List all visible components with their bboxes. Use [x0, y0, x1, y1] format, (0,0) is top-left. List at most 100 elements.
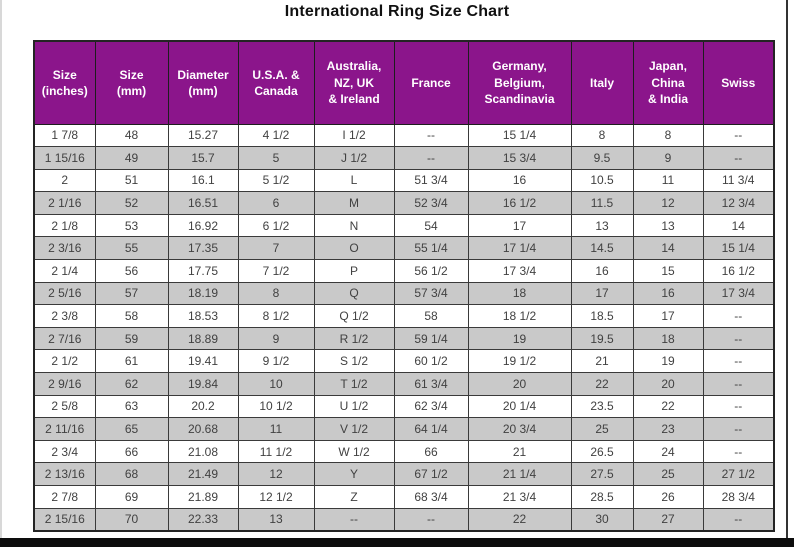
table-cell: 13 [570, 213, 634, 238]
table-cell: 27.5 [570, 462, 634, 486]
table-cell: 17 1/4 [467, 236, 572, 261]
table-cell: 55 [94, 236, 169, 261]
table-row: 2 9/16 62 19.84 10 T 1/2 61 3/4 20 22 20 -- [33, 372, 775, 396]
table-cell: -- [702, 123, 775, 148]
table-cell: 16.51 [167, 191, 239, 215]
table-row: 2 3/16 55 17.35 7 O 55 1/4 17 1/4 14.5 14 15 1/4 [33, 236, 775, 261]
table-cell: 16 [467, 168, 572, 193]
table-cell: -- [393, 146, 469, 170]
table-cell: 14.5 [570, 236, 634, 261]
header-row: Size (inches) Size (mm) Diameter (mm) U.S.A… [33, 40, 775, 125]
table-cell: 18 1/2 [467, 304, 572, 328]
header-cell: Japan, China & India [632, 40, 704, 125]
table-row: 2 1/2 61 19.41 9 1/2 S 1/2 60 1/2 19 1/2 21 19 -- [33, 349, 775, 374]
table-cell: 17 [467, 213, 572, 238]
table-cell: 16 1/2 [467, 191, 572, 215]
table-cell: 53 [94, 213, 169, 238]
table-cell: -- [313, 507, 395, 532]
table-cell: 65 [94, 417, 169, 441]
table-cell: 21 [467, 439, 572, 464]
table-cell: 2 3/16 [33, 236, 96, 261]
table-cell: 67 1/2 [393, 462, 469, 486]
table-cell: 56 1/2 [393, 259, 469, 283]
table-cell: 51 3/4 [393, 168, 469, 193]
table-cell: 16 1/2 [702, 259, 775, 283]
table-cell: 23.5 [570, 394, 634, 419]
table-cell: 62 [94, 372, 169, 396]
table-cell: -- [702, 394, 775, 419]
table-cell: 4 1/2 [237, 123, 315, 148]
table-cell: 18.53 [167, 304, 239, 328]
table-cell: M [313, 191, 395, 215]
table-cell: 21 1/4 [467, 462, 572, 486]
table-cell: 16 [632, 281, 704, 306]
table-cell: 2 5/8 [33, 394, 96, 419]
table-cell: 64 1/4 [393, 417, 469, 441]
table-cell: -- [702, 146, 775, 170]
table-cell: R 1/2 [313, 326, 395, 351]
table-cell: 68 3/4 [393, 485, 469, 509]
table-row: 2 15/16 70 22.33 13 -- -- 22 30 27 -- [33, 507, 775, 532]
table-cell: 9.5 [570, 146, 634, 170]
table-body: 1 7/8 48 15.27 4 1/2 I 1/2 -- 15 1/4 8 8 -- 1 15/1… [33, 123, 775, 532]
page-title: International Ring Size Chart [284, 3, 510, 20]
header-cell: Australia, NZ, UK & Ireland [313, 40, 395, 125]
table-cell: 66 [393, 439, 469, 464]
left-edge-line [0, 0, 2, 538]
table-cell: 8 [237, 281, 315, 306]
table-row: 2 51 16.1 5 1/2 L 51 3/4 16 10.5 11 11 3/4 [33, 168, 775, 193]
table-cell: 19 [632, 349, 704, 374]
table-cell: 21 3/4 [467, 485, 572, 509]
table-cell: 18 [632, 326, 704, 351]
table-cell: 14 [702, 213, 775, 238]
table-cell: 16.92 [167, 213, 239, 238]
header-cell: Swiss [702, 40, 775, 125]
table-cell: 8 [632, 123, 704, 148]
table-cell: 2 1/8 [33, 213, 96, 238]
table-cell: 11 [237, 417, 315, 441]
table-cell: 70 [94, 507, 169, 532]
table-cell: 23 [632, 417, 704, 441]
table-cell: 30 [570, 507, 634, 532]
table-cell: 2 1/2 [33, 349, 96, 374]
table-cell: 22 [467, 507, 572, 532]
table-cell: 66 [94, 439, 169, 464]
table-cell: 2 5/16 [33, 281, 96, 306]
table-cell: 2 15/16 [33, 507, 96, 532]
table-cell: -- [702, 372, 775, 396]
table-cell: 13 [632, 213, 704, 238]
table-cell: 5 1/2 [237, 168, 315, 193]
table-cell: 28 3/4 [702, 485, 775, 509]
table-cell: 17.75 [167, 259, 239, 283]
table-cell: 15 1/4 [467, 123, 572, 148]
table-row: 2 1/8 53 16.92 6 1/2 N 54 17 13 13 14 [33, 213, 775, 238]
table-cell: J 1/2 [313, 146, 395, 170]
header-cell: Germany, Belgium, Scandinavia [467, 40, 572, 125]
table-cell: O [313, 236, 395, 261]
table-cell: 61 3/4 [393, 372, 469, 396]
table-cell: 19.84 [167, 372, 239, 396]
table-cell: 11 [632, 168, 704, 193]
table-row: 1 15/16 49 15.7 5 J 1/2 -- 15 3/4 9.5 9 -- [33, 146, 775, 170]
table-cell: 21.49 [167, 462, 239, 486]
table-cell: -- [702, 417, 775, 441]
table-cell: 57 3/4 [393, 281, 469, 306]
table-cell: 10 1/2 [237, 394, 315, 419]
table-cell: 17 3/4 [467, 259, 572, 283]
table-row: 2 5/8 63 20.2 10 1/2 U 1/2 62 3/4 20 1/4 23.5 22… [33, 394, 775, 419]
table-cell: 16.1 [167, 168, 239, 193]
table-cell: 17 [570, 281, 634, 306]
table-cell: 51 [94, 168, 169, 193]
table-cell: 22 [570, 372, 634, 396]
table-cell: Y [313, 462, 395, 486]
table-cell: Z [313, 485, 395, 509]
table-cell: 12 1/2 [237, 485, 315, 509]
table-row: 2 3/4 66 21.08 11 1/2 W 1/2 66 21 26.5 24 -- [33, 439, 775, 464]
table-cell: L [313, 168, 395, 193]
table-cell: 2 7/8 [33, 485, 96, 509]
table-cell: 15 1/4 [702, 236, 775, 261]
table-cell: 19.41 [167, 349, 239, 374]
table-cell: 9 [237, 326, 315, 351]
table-cell: 20 3/4 [467, 417, 572, 441]
table-cell: 26 [632, 485, 704, 509]
